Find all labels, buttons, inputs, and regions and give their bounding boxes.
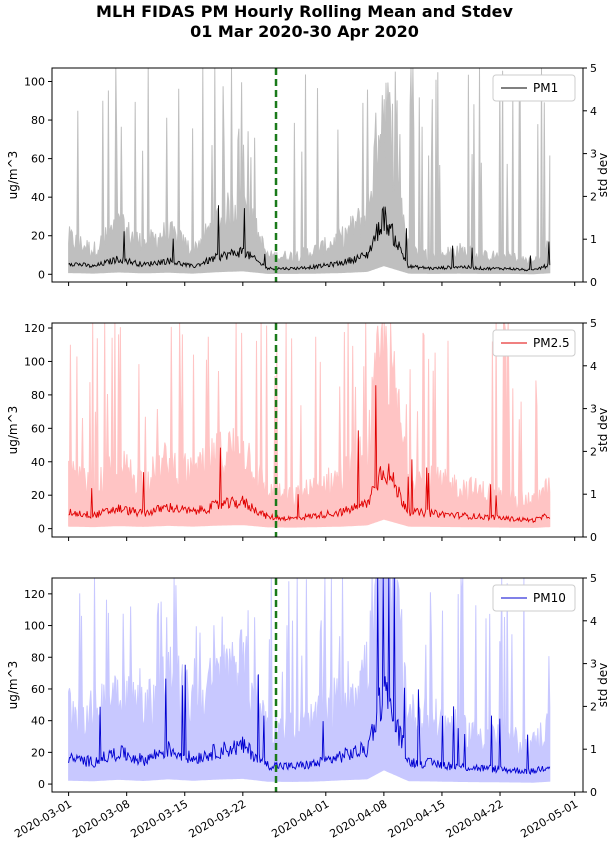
legend-label: PM10 [533, 591, 566, 605]
y-tick-label: 0 [38, 778, 45, 791]
y-axis-label: ug/m^3 [6, 151, 20, 200]
mean-line-PM10 [68, 577, 551, 775]
y2-tick-label: 2 [590, 700, 597, 713]
y-tick-label: 60 [31, 153, 45, 166]
x-tick-label: 2020-03-01 [12, 797, 74, 840]
std-band [68, 322, 551, 528]
legend-label: PM2.5 [533, 336, 570, 350]
legend: PM2.5 [492, 329, 576, 357]
y2-tick-label: 4 [590, 105, 597, 118]
y-tick-label: 20 [31, 230, 45, 243]
y2-tick-label: 2 [590, 190, 597, 203]
panel-3: 0 20 40 60 80 100 120 0 1 2 3 4 5 ug/m^3 std dev PM10 20… [6, 572, 609, 841]
legend: PM10 [492, 584, 576, 612]
y-axis-label: ug/m^3 [6, 406, 20, 455]
y2-axis-label: std dev [596, 663, 609, 708]
panel-2: 0 20 40 60 80 100 120 0 1 2 3 4 5 ug/m^3 std dev PM2.5 [6, 317, 609, 544]
std-band [68, 67, 551, 275]
y2-axis-label: std dev [596, 153, 609, 198]
mean-line-PM1 [68, 205, 551, 272]
y-tick-label: 40 [31, 456, 45, 469]
y2-tick-label: 5 [590, 62, 597, 75]
x-tick-label: 2020-04-15 [386, 797, 448, 840]
x-tick-label: 2020-03-15 [128, 797, 190, 840]
x-tick-label: 2020-04-01 [269, 797, 331, 840]
x-tick-label: 2020-04-22 [444, 797, 506, 840]
y-tick-label: 0 [38, 268, 45, 281]
y-tick-label: 120 [24, 322, 45, 335]
y-tick-label: 100 [24, 620, 45, 633]
y-tick-label: 40 [31, 191, 45, 204]
y-tick-label: 60 [31, 422, 45, 435]
y-tick-label: 20 [31, 746, 45, 759]
y-axis-label: ug/m^3 [6, 661, 20, 710]
y2-tick-label: 0 [590, 786, 597, 799]
plot-frame [51, 67, 584, 283]
y2-tick-label: 0 [590, 531, 597, 544]
y2-tick-label: 3 [590, 148, 597, 161]
x-tick-label: 2020-04-08 [328, 797, 390, 840]
y-tick-label: 80 [31, 389, 45, 402]
std-band [68, 577, 551, 783]
y-tick-label: 80 [31, 651, 45, 664]
legend-box [492, 584, 576, 612]
y2-axis-label: std dev [596, 408, 609, 453]
plot-frame [51, 577, 584, 793]
y2-tick-label: 3 [590, 658, 597, 671]
legend-label: PM1 [533, 81, 558, 95]
y-tick-label: 80 [31, 114, 45, 127]
y2-tick-label: 0 [590, 276, 597, 289]
mean-line-PM2.5 [68, 385, 551, 524]
chart-title: MLH FIDAS PM Hourly Rolling Mean and Std… [96, 2, 513, 21]
y2-tick-label: 1 [590, 233, 597, 246]
y-tick-label: 0 [38, 523, 45, 536]
y2-tick-label: 4 [590, 360, 597, 373]
legend: PM1 [492, 74, 576, 102]
y2-tick-label: 1 [590, 488, 597, 501]
panel-1: 0 20 40 60 80 100 0 1 2 3 4 5 ug/m^3 std dev PM1 [6, 62, 609, 289]
y2-tick-label: 5 [590, 317, 597, 330]
legend-box [492, 74, 576, 102]
legend-box [492, 329, 576, 357]
y-tick-label: 20 [31, 489, 45, 502]
y2-tick-label: 1 [590, 743, 597, 756]
y-tick-label: 120 [24, 588, 45, 601]
x-tick-label: 2020-03-22 [186, 797, 248, 840]
y2-tick-label: 3 [590, 403, 597, 416]
chart-subtitle: 01 Mar 2020-30 Apr 2020 [190, 22, 419, 41]
y-tick-label: 60 [31, 683, 45, 696]
y-tick-label: 100 [24, 75, 45, 88]
y2-tick-label: 4 [590, 615, 597, 628]
y-tick-label: 40 [31, 715, 45, 728]
plot-frame [51, 322, 584, 538]
y2-tick-label: 5 [590, 572, 597, 585]
y2-tick-label: 2 [590, 445, 597, 458]
x-tick-label: 2020-05-01 [518, 797, 580, 840]
x-tick-label: 2020-03-08 [70, 797, 132, 840]
y-tick-label: 100 [24, 355, 45, 368]
